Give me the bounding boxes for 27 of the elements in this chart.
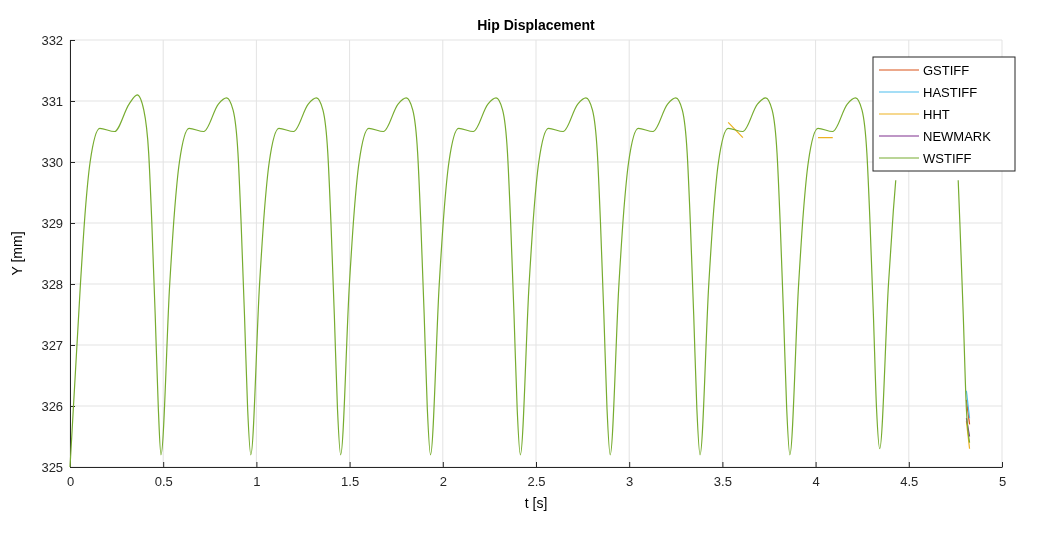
y-tick-label: 330 bbox=[41, 154, 64, 170]
y-tick-label: 331 bbox=[41, 93, 64, 109]
chart-title: Hip Displacement bbox=[477, 17, 596, 33]
legend-label: WSTIFF bbox=[923, 151, 972, 166]
x-tick-label: 2 bbox=[439, 473, 447, 489]
y-tick-label: 329 bbox=[41, 215, 64, 231]
x-tick-label: 4 bbox=[812, 473, 820, 489]
y-tick-label: 325 bbox=[41, 459, 64, 475]
legend-label: HASTIFF bbox=[923, 85, 978, 100]
x-axis-title: t [s] bbox=[524, 495, 548, 511]
y-tick-label: 332 bbox=[41, 32, 64, 48]
y-axis-title: Y [mm] bbox=[9, 231, 25, 276]
x-tick-label: 5 bbox=[998, 473, 1007, 489]
x-tick-label: 0.5 bbox=[154, 473, 173, 489]
legend-label: NEWMARK bbox=[923, 129, 992, 144]
x-tick-label: 3 bbox=[626, 473, 634, 489]
legend-label: HHT bbox=[923, 107, 950, 122]
y-tick-label: 327 bbox=[41, 337, 64, 353]
legend-label: GSTIFF bbox=[923, 63, 970, 78]
x-tick-label: 0 bbox=[66, 473, 75, 489]
x-tick-label: 1.5 bbox=[341, 473, 360, 489]
x-tick-label: 2.5 bbox=[527, 473, 546, 489]
x-tick-label: 3.5 bbox=[713, 473, 732, 489]
y-tick-label: 328 bbox=[41, 276, 64, 292]
x-tick-label: 4.5 bbox=[900, 473, 919, 489]
y-tick-label: 326 bbox=[41, 398, 64, 414]
x-tick-label: 1 bbox=[253, 473, 261, 489]
